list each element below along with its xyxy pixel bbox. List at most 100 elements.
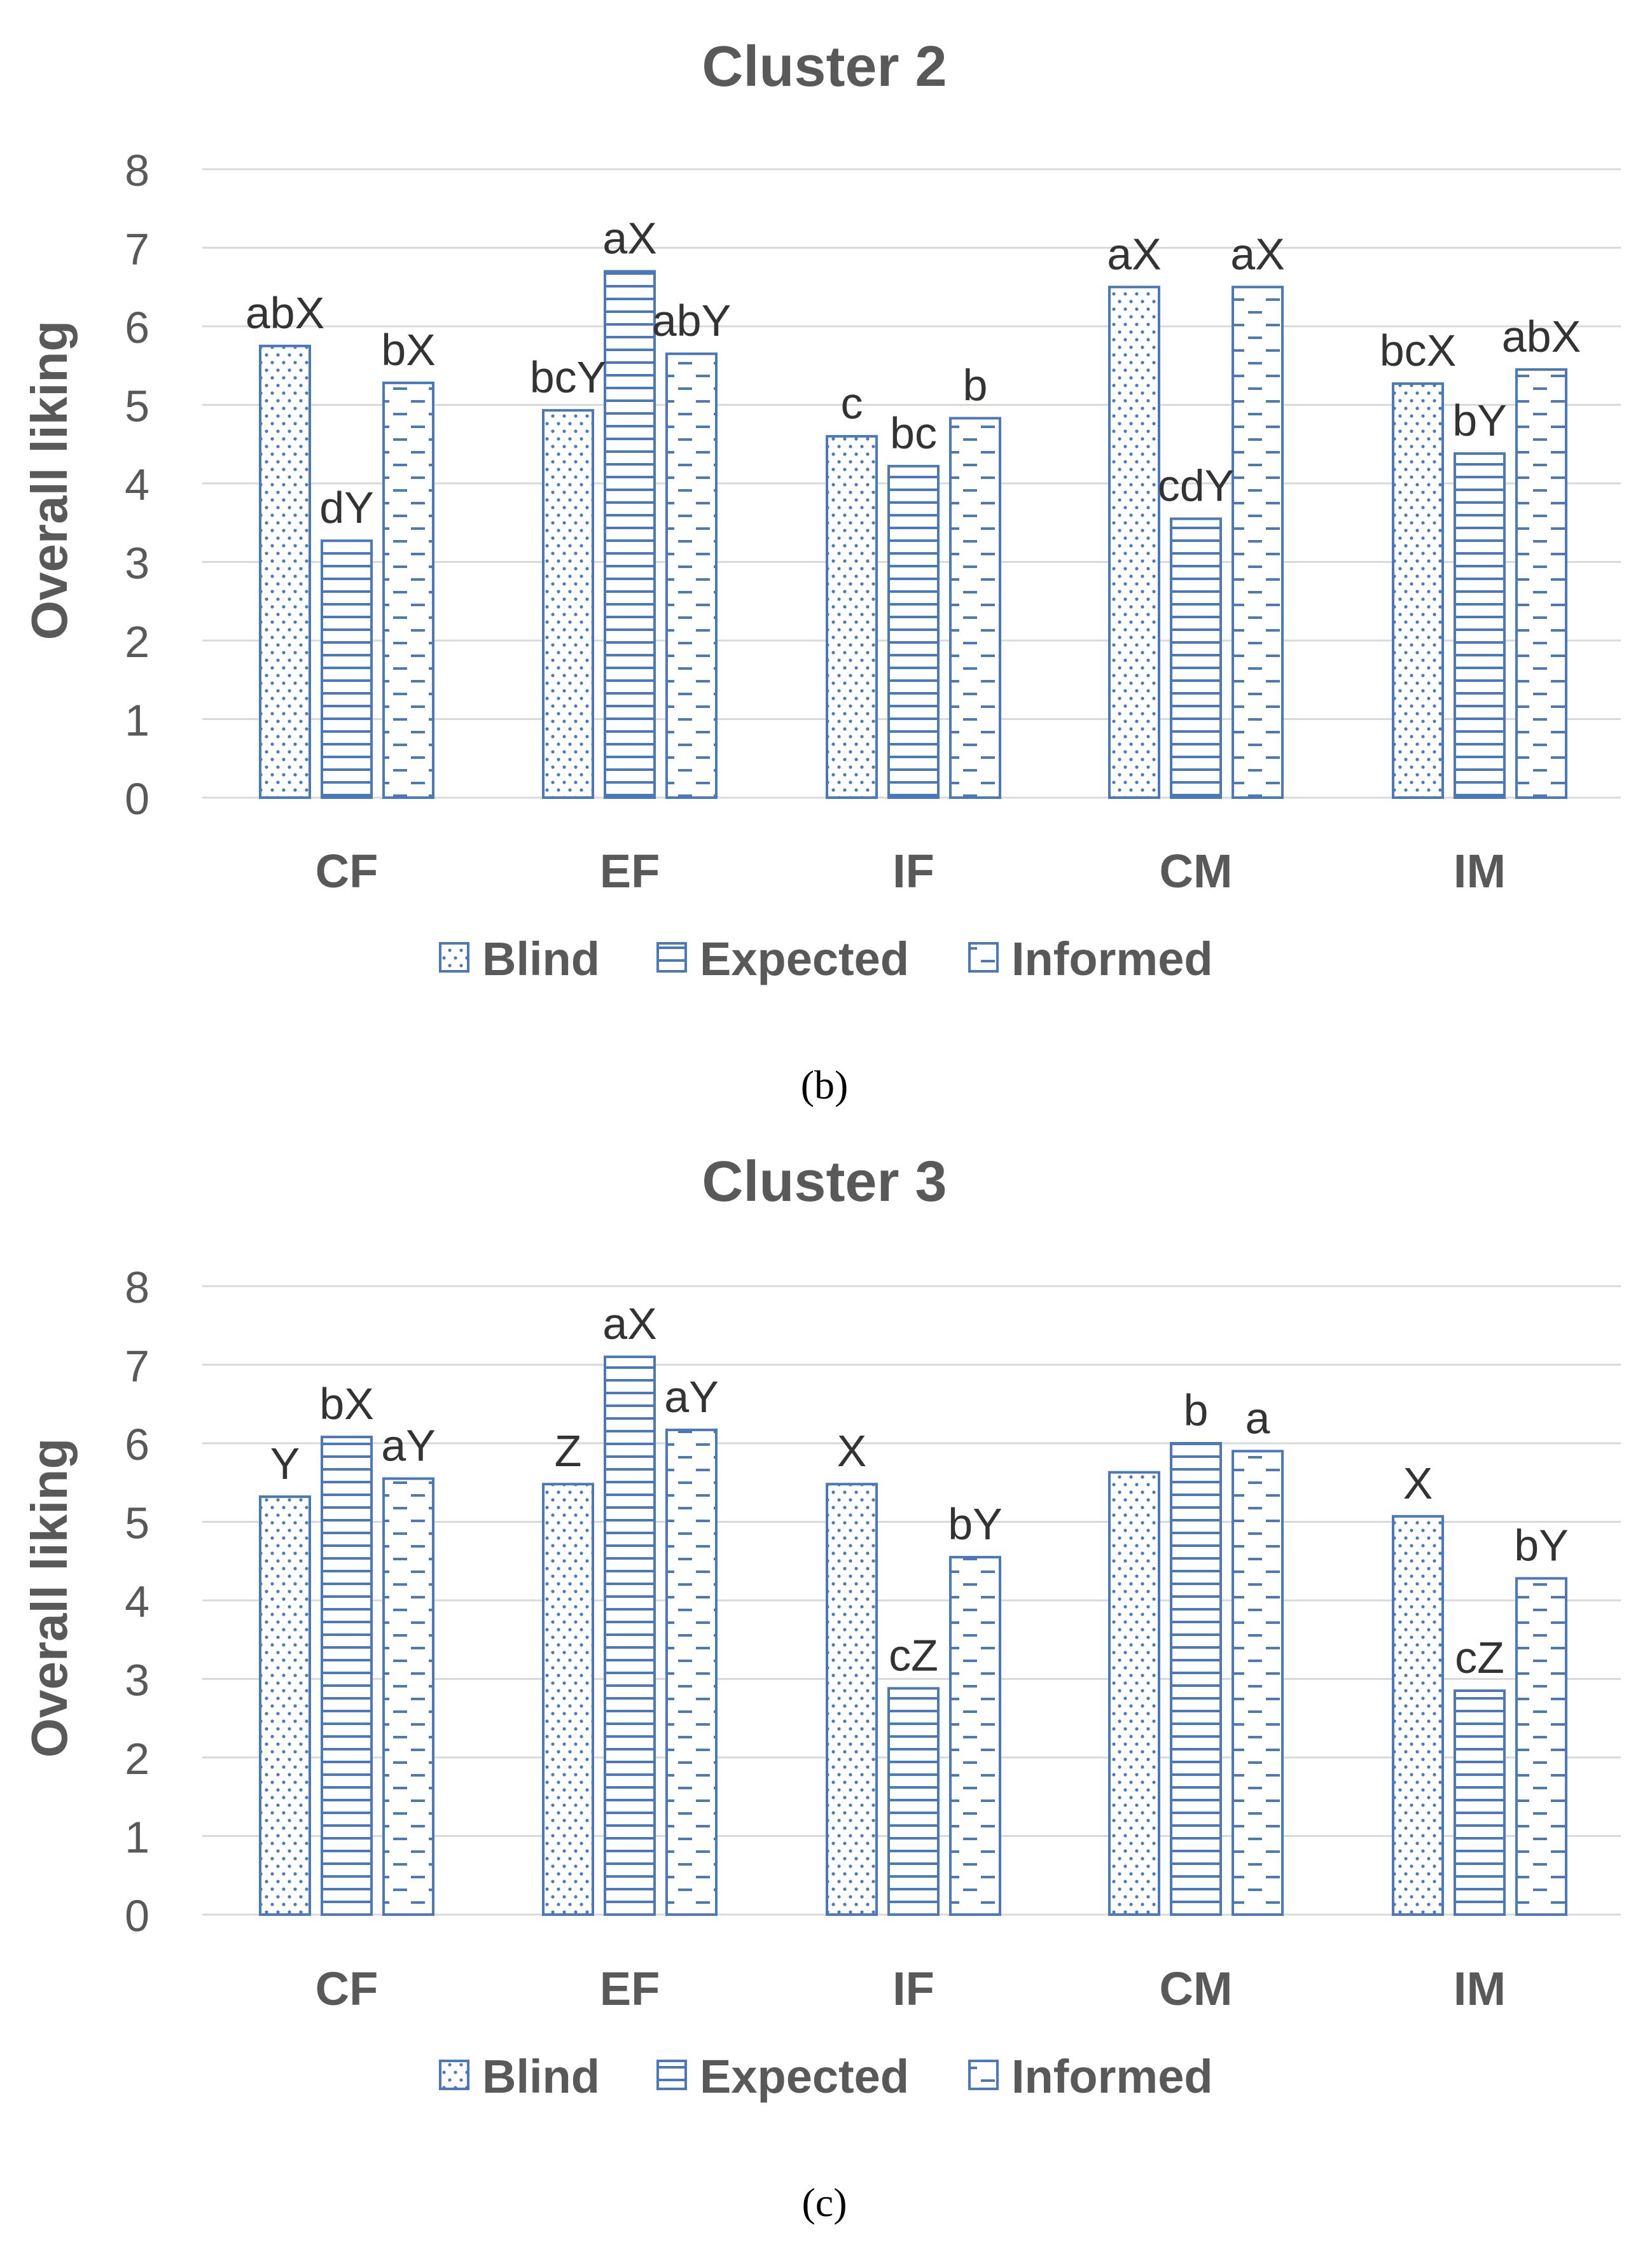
x-tick-label: CF	[316, 1962, 378, 2015]
legend: Blind Expected Informed	[439, 2050, 1213, 2103]
y-tick-label: 0	[125, 1891, 149, 1941]
data-label: aY	[381, 1421, 436, 1471]
legend-swatch-expected	[656, 942, 687, 973]
data-label: bX	[319, 1379, 374, 1429]
bar-expected	[1170, 517, 1222, 799]
data-label: aX	[602, 214, 657, 263]
bar-blind	[542, 1483, 594, 1916]
data-label: bY	[948, 1499, 1003, 1549]
y-tick-label: 6	[125, 303, 149, 352]
y-tick-label: 7	[125, 225, 149, 274]
data-label: bY	[1452, 396, 1507, 445]
bar-blind	[1392, 1515, 1444, 1916]
data-label: bY	[1514, 1520, 1569, 1570]
data-label: abY	[652, 296, 732, 345]
data-label: cdY	[1158, 461, 1235, 511]
y-tick-label: 4	[125, 1577, 149, 1626]
data-label: cZ	[889, 1630, 938, 1680]
y-axis-label: Overall liking	[21, 1438, 78, 1757]
bar-blind	[259, 1495, 311, 1916]
y-axis-label: Overall liking	[21, 321, 78, 640]
data-label: X	[837, 1426, 867, 1476]
data-label: aY	[664, 1372, 719, 1422]
y-tick-label: 1	[125, 1813, 149, 1862]
bar-expected	[604, 1355, 656, 1916]
data-label: bX	[381, 325, 436, 375]
y-tick-label: 4	[125, 460, 149, 510]
x-tick-label: IF	[892, 1962, 934, 2015]
data-label: aX	[1230, 229, 1285, 279]
legend-label: Informed	[1011, 932, 1213, 985]
legend-swatch-informed	[968, 942, 999, 973]
chart-title: Cluster 3	[702, 1150, 947, 1214]
bar-blind	[542, 409, 594, 799]
y-tick-label: 5	[125, 382, 149, 431]
legend-swatch-informed	[968, 2060, 999, 2090]
x-tick-label: IF	[892, 845, 934, 898]
data-label: X	[1403, 1459, 1433, 1508]
x-tick-label: EF	[600, 1962, 660, 2015]
data-label: bcX	[1380, 326, 1457, 375]
bar-blind	[1108, 286, 1160, 799]
figure-caption: (b)	[801, 1062, 849, 1107]
x-tick-label: EF	[600, 845, 660, 898]
chart-cluster-3: Cluster 3 Overall liking 0 1 2 3 4 5 6 7 8 Y Z X Xb…	[21, 1150, 1621, 2225]
y-tick-label: 0	[125, 774, 149, 824]
bar-informed	[1515, 1577, 1567, 1916]
bar-informed	[1515, 368, 1567, 799]
bar-blind	[826, 1483, 878, 1916]
data-label: dY	[319, 483, 374, 532]
legend-label: Expected	[700, 932, 909, 985]
data-label: c	[841, 378, 863, 428]
y-tick-label: 3	[125, 539, 149, 588]
y-tick-label: 5	[125, 1499, 149, 1548]
bar-expected	[321, 1436, 373, 1917]
y-tick-label: 3	[125, 1656, 149, 1705]
y-tick-label: 8	[125, 1263, 149, 1312]
bar-expected	[1454, 1689, 1506, 1916]
bar-expected	[1454, 452, 1506, 799]
y-tick-label: 8	[125, 146, 149, 195]
y-tick-label: 2	[125, 617, 149, 667]
bar-informed	[665, 1429, 718, 1916]
x-tick-label: CM	[1159, 845, 1232, 898]
x-tick-label: IM	[1454, 845, 1506, 898]
data-label: aX	[602, 1299, 657, 1348]
bar-expected	[887, 464, 940, 799]
bar-expected	[604, 270, 656, 799]
data-label: bc	[890, 408, 937, 458]
bar-blind	[259, 344, 311, 799]
bar-blind	[826, 434, 878, 799]
data-label: bcY	[530, 352, 607, 402]
y-tick-label: 2	[125, 1734, 149, 1784]
bar-blind	[1108, 1471, 1160, 1917]
legend-swatch-blind	[439, 942, 469, 973]
legend-label: Informed	[1011, 2050, 1213, 2103]
bar-informed	[665, 352, 718, 799]
legend-label: Blind	[482, 2050, 600, 2103]
data-label: b	[963, 360, 988, 410]
data-label: abX	[246, 288, 325, 338]
y-tick-label: 7	[125, 1341, 149, 1391]
y-tick-label: 1	[125, 696, 149, 745]
chart-title: Cluster 2	[702, 35, 947, 99]
data-label: a	[1246, 1393, 1270, 1443]
x-tick-label: IM	[1454, 1962, 1506, 2015]
x-tick-label: CF	[316, 845, 378, 898]
legend-label: Expected	[700, 2050, 909, 2103]
bar-informed	[1232, 286, 1284, 799]
data-label: cZ	[1455, 1633, 1504, 1682]
bar-informed	[1232, 1450, 1284, 1917]
data-label: Z	[555, 1426, 582, 1476]
legend-swatch-blind	[439, 2060, 469, 2090]
figure-caption: (c)	[802, 2180, 847, 2225]
bar-expected	[1170, 1442, 1222, 1916]
data-label: aX	[1107, 229, 1162, 279]
bar-blind	[1392, 382, 1444, 799]
bar-informed	[949, 1556, 1001, 1916]
bar-informed	[949, 417, 1001, 799]
legend-swatch-expected	[656, 2060, 687, 2090]
x-tick-label: CM	[1159, 1962, 1232, 2015]
